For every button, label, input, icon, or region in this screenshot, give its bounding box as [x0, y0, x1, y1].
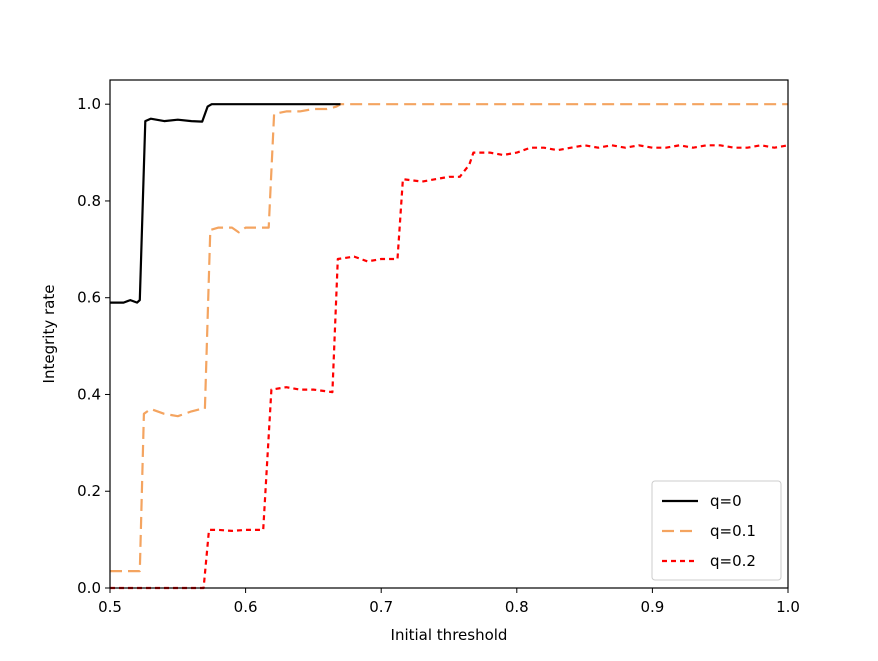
- axes: [109, 79, 789, 589]
- y-tick-label: 1.0: [77, 95, 101, 113]
- legend-label: q=0.1: [710, 522, 756, 540]
- legend: q=0 q=0.1 q=0.2: [651, 480, 782, 581]
- legend-label: q=0.2: [710, 552, 756, 570]
- x-tick-label: 0.7: [369, 598, 393, 616]
- series-line-q=0.1: [110, 103, 788, 573]
- y-axis-label: Integrity rate: [40, 285, 58, 384]
- y-tick-label: 0.6: [77, 289, 101, 307]
- x-axis-label: Initial threshold: [391, 626, 508, 644]
- x-tick-label: 0.5: [98, 598, 122, 616]
- x-tick-label: 0.6: [234, 598, 258, 616]
- series-line-q=0: [110, 103, 341, 304]
- x-tick-label: 0.9: [640, 598, 664, 616]
- x-tick-label: 1.0: [776, 598, 800, 616]
- y-tick-label: 0.8: [77, 192, 101, 210]
- x-axis-ticks: 0.5 0.6 0.7 0.8 0.9 1.0: [98, 588, 800, 616]
- legend-label: q=0: [710, 492, 742, 510]
- y-axis-ticks: 0.0 0.2 0.4 0.6 0.8 1.0: [77, 95, 110, 597]
- y-tick-label: 0.0: [77, 579, 101, 597]
- x-tick-label: 0.8: [505, 598, 529, 616]
- axes-frame: [109, 79, 789, 589]
- plot-area: [110, 103, 789, 590]
- legend-box: [651, 480, 782, 581]
- y-tick-label: 0.4: [77, 385, 101, 403]
- y-tick-label: 0.2: [77, 482, 101, 500]
